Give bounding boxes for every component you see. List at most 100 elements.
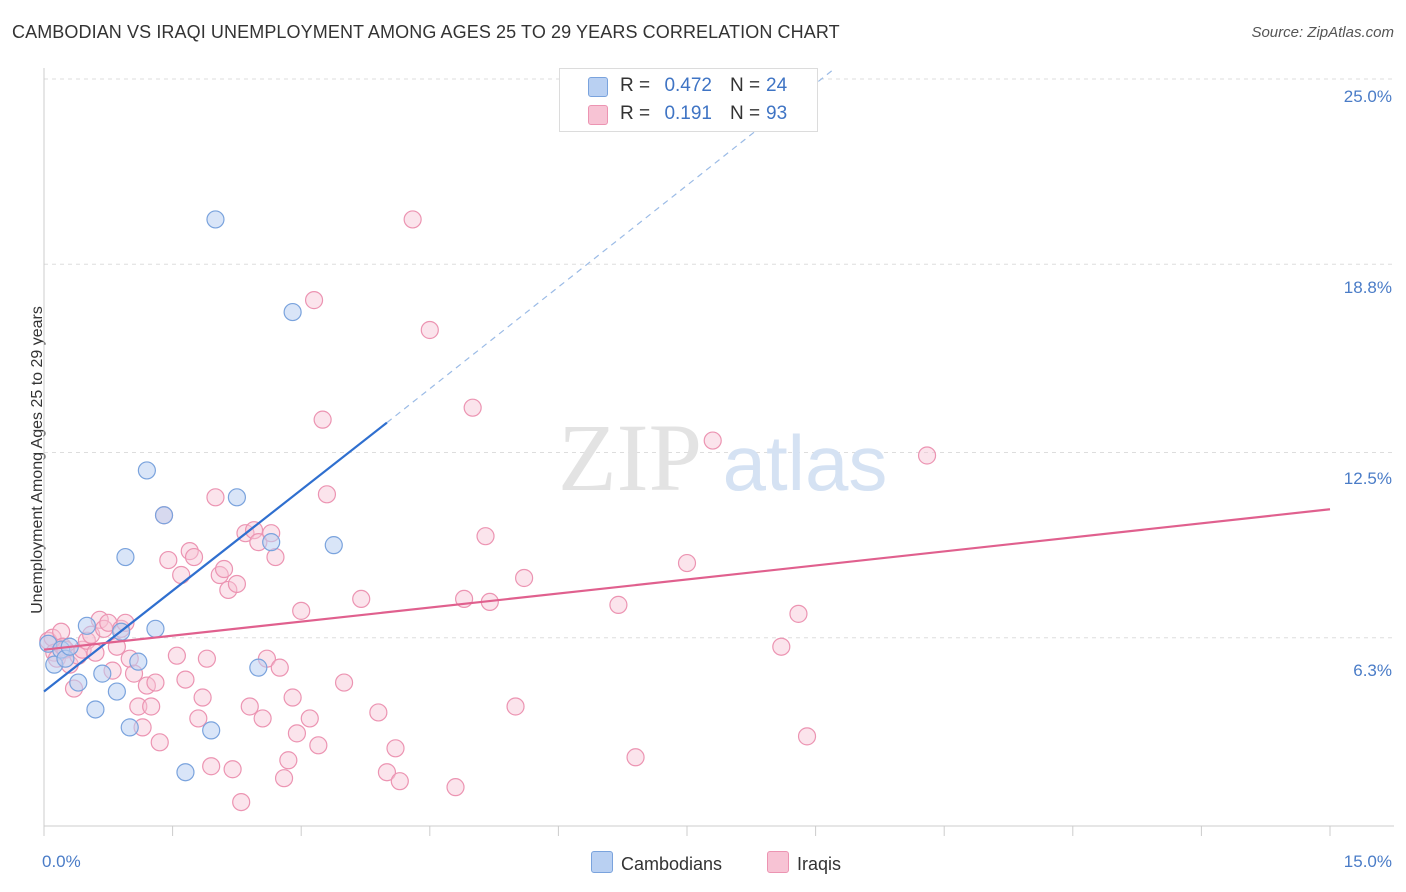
grid-lines xyxy=(44,78,1394,639)
correlation-legend: R = 0.472 N = 24 R = 0.191 N = 93 xyxy=(559,68,818,132)
n-label: N = xyxy=(730,75,761,96)
iraqis-point-66 xyxy=(334,673,354,692)
iraqis-point-78 xyxy=(476,527,495,546)
chart-source: Source: ZipAtlas.com xyxy=(1251,24,1394,41)
cambodians-point-24 xyxy=(324,536,343,555)
iraqis-point-46 xyxy=(232,792,251,812)
iraqis-point-51 xyxy=(253,709,272,728)
r-value: 0.191 xyxy=(664,103,712,124)
iraqis-point-48 xyxy=(240,697,259,716)
iraqis-point-59 xyxy=(287,724,307,743)
n-label: N = xyxy=(730,103,761,124)
cambodians-point-21 xyxy=(249,658,268,677)
iraqis-point-38 xyxy=(197,649,216,668)
iraqis-point-69 xyxy=(377,763,397,782)
iraqis-point-72 xyxy=(403,210,422,229)
legend-cambodians-label: Cambodians xyxy=(621,854,723,874)
iraqis-point-67 xyxy=(352,589,371,609)
cambodians-point-20 xyxy=(227,488,246,507)
iraqis-point-88 xyxy=(917,446,937,465)
y-tick-label-18-8: 18.8% xyxy=(1343,278,1392,297)
iraqis-point-79 xyxy=(506,697,525,716)
axes xyxy=(43,68,1394,836)
iraqis-point-54 xyxy=(266,547,285,567)
iraqis-point-27 xyxy=(146,673,165,692)
iraqis-point-36 xyxy=(189,709,208,728)
cambodians-point-11 xyxy=(116,547,135,567)
iraqis-point-37 xyxy=(193,688,212,707)
iraqis-point-84 xyxy=(677,553,697,573)
iraqis-point-60 xyxy=(292,601,311,620)
iraqis-point-40 xyxy=(206,488,225,507)
iraqis-point-85 xyxy=(772,637,791,656)
cambodians-point-6 xyxy=(77,616,96,635)
cambodians-point-18 xyxy=(202,721,221,740)
cambodians-trend-line xyxy=(43,421,388,693)
cambodians-point-12 xyxy=(120,718,139,737)
cambodians-point-13 xyxy=(129,652,148,671)
iraqis-point-76 xyxy=(463,398,482,417)
x-tick-label-max: 15.0% xyxy=(1343,852,1392,871)
iraqis-point-87 xyxy=(797,727,817,746)
iraqis-point-33 xyxy=(176,670,195,689)
iraqis-point-31 xyxy=(167,646,186,665)
n-value: 93 xyxy=(766,103,788,124)
r-label: R = xyxy=(620,103,651,124)
iraqis-point-71 xyxy=(390,772,409,791)
cambodians-point-15 xyxy=(146,619,165,638)
iraqis-point-32 xyxy=(172,565,191,585)
iraqis-point-57 xyxy=(279,751,298,770)
watermark-zip: ZIP xyxy=(558,404,702,511)
cambodians-swatch xyxy=(588,77,608,97)
watermark-atlas: atlas xyxy=(723,419,888,507)
legend-row-cambodians: R = 0.472 N = 24 xyxy=(560,73,817,99)
n-value: 24 xyxy=(766,75,788,96)
iraqis-point-80 xyxy=(515,568,534,588)
iraqis-point-65 xyxy=(317,485,337,504)
iraqis-point-30 xyxy=(159,550,178,570)
iraqis-point-42 xyxy=(214,559,234,579)
cambodians-point-5 xyxy=(69,673,88,692)
cambodians-point-19 xyxy=(206,210,225,229)
iraqis-point-70 xyxy=(386,739,405,758)
iraqis-point-81 xyxy=(609,595,628,614)
legend-iraqis[interactable]: Iraqis xyxy=(767,851,841,875)
cambodians-point-8 xyxy=(93,664,112,683)
cambodians-point-23 xyxy=(283,302,302,322)
legend-iraqis-label: Iraqis xyxy=(797,854,842,874)
cambodians-legend-swatch xyxy=(591,851,613,873)
iraqis-point-83 xyxy=(703,431,722,450)
y-tick-label-12-5: 12.5% xyxy=(1343,469,1392,488)
iraqis-point-4 xyxy=(52,622,71,641)
iraqis-point-44 xyxy=(223,760,242,779)
iraqis-point-61 xyxy=(300,709,319,728)
iraqis-point-55 xyxy=(270,658,289,677)
legend-cambodians[interactable]: Cambodians xyxy=(591,851,722,875)
iraqis-point-45 xyxy=(227,574,246,594)
cambodians-point-17 xyxy=(176,763,195,782)
y-tick-label-6-3: 6.3% xyxy=(1353,661,1392,680)
iraqis-point-58 xyxy=(283,688,302,707)
iraqis-point-73 xyxy=(420,320,439,340)
iraqis-point-82 xyxy=(626,748,645,767)
cambodians-point-22 xyxy=(262,533,281,552)
iraqis-point-28 xyxy=(150,733,169,752)
iraqis-point-49 xyxy=(244,521,264,540)
r-label: R = xyxy=(620,75,651,96)
r-value: 0.472 xyxy=(664,75,712,96)
iraqis-point-86 xyxy=(789,604,808,623)
iraqis-point-39 xyxy=(202,757,221,776)
iraqis-point-74 xyxy=(446,778,465,797)
iraqis-trend-line xyxy=(43,508,1331,651)
iraqis-points xyxy=(39,210,937,812)
iraqis-point-68 xyxy=(369,703,388,722)
legend-row-iraqis: R = 0.191 N = 93 xyxy=(560,101,817,127)
iraqis-point-26 xyxy=(142,697,161,716)
cambodians-point-16 xyxy=(154,506,174,525)
cambodians-point-7 xyxy=(86,700,105,719)
iraqis-swatch xyxy=(588,105,608,125)
cambodians-point-9 xyxy=(107,682,126,701)
y-tick-label-25-0: 25.0% xyxy=(1343,87,1392,106)
iraqis-legend-swatch xyxy=(767,851,789,873)
